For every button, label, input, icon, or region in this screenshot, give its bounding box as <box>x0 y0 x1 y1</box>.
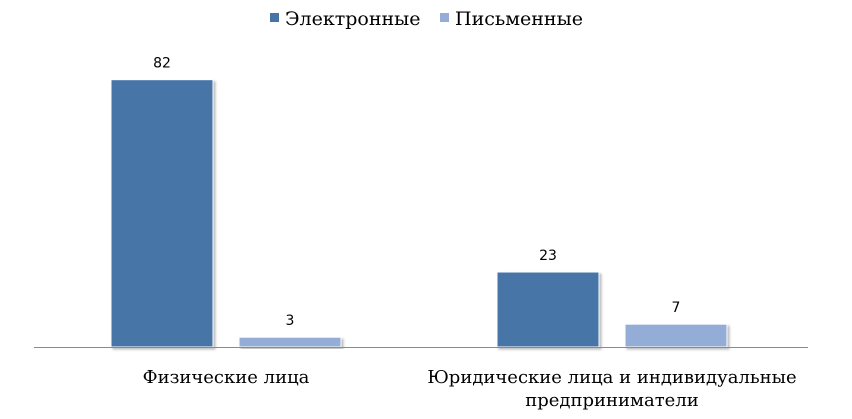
category-label-0-line-0: Физические лица <box>143 367 310 388</box>
bars <box>110 79 728 348</box>
category-label-1-line-1: предприниматели <box>525 390 699 411</box>
value-labels: 82 3 23 7 <box>153 56 680 330</box>
category-label-1-line-0: Юридические лица и индивидуальные <box>427 367 796 388</box>
legend-swatch-1 <box>440 13 449 22</box>
data-label-1-1: 7 <box>672 300 681 316</box>
legend-swatch-0 <box>270 13 279 22</box>
category-labels: Физические лица Юридические лица и индиви… <box>143 367 797 411</box>
bar-electronic-0 <box>110 79 214 348</box>
legend-label-1: Письменные <box>455 8 583 30</box>
legend: Электронные Письменные <box>270 8 583 30</box>
bar-written-1 <box>624 323 728 348</box>
data-label-1-0: 3 <box>286 313 295 329</box>
data-label-0-1: 23 <box>539 248 557 264</box>
data-label-0-0: 82 <box>153 56 171 72</box>
bar-electronic-1 <box>496 271 600 348</box>
legend-label-0: Электронные <box>285 8 421 30</box>
bar-written-0 <box>238 336 342 348</box>
